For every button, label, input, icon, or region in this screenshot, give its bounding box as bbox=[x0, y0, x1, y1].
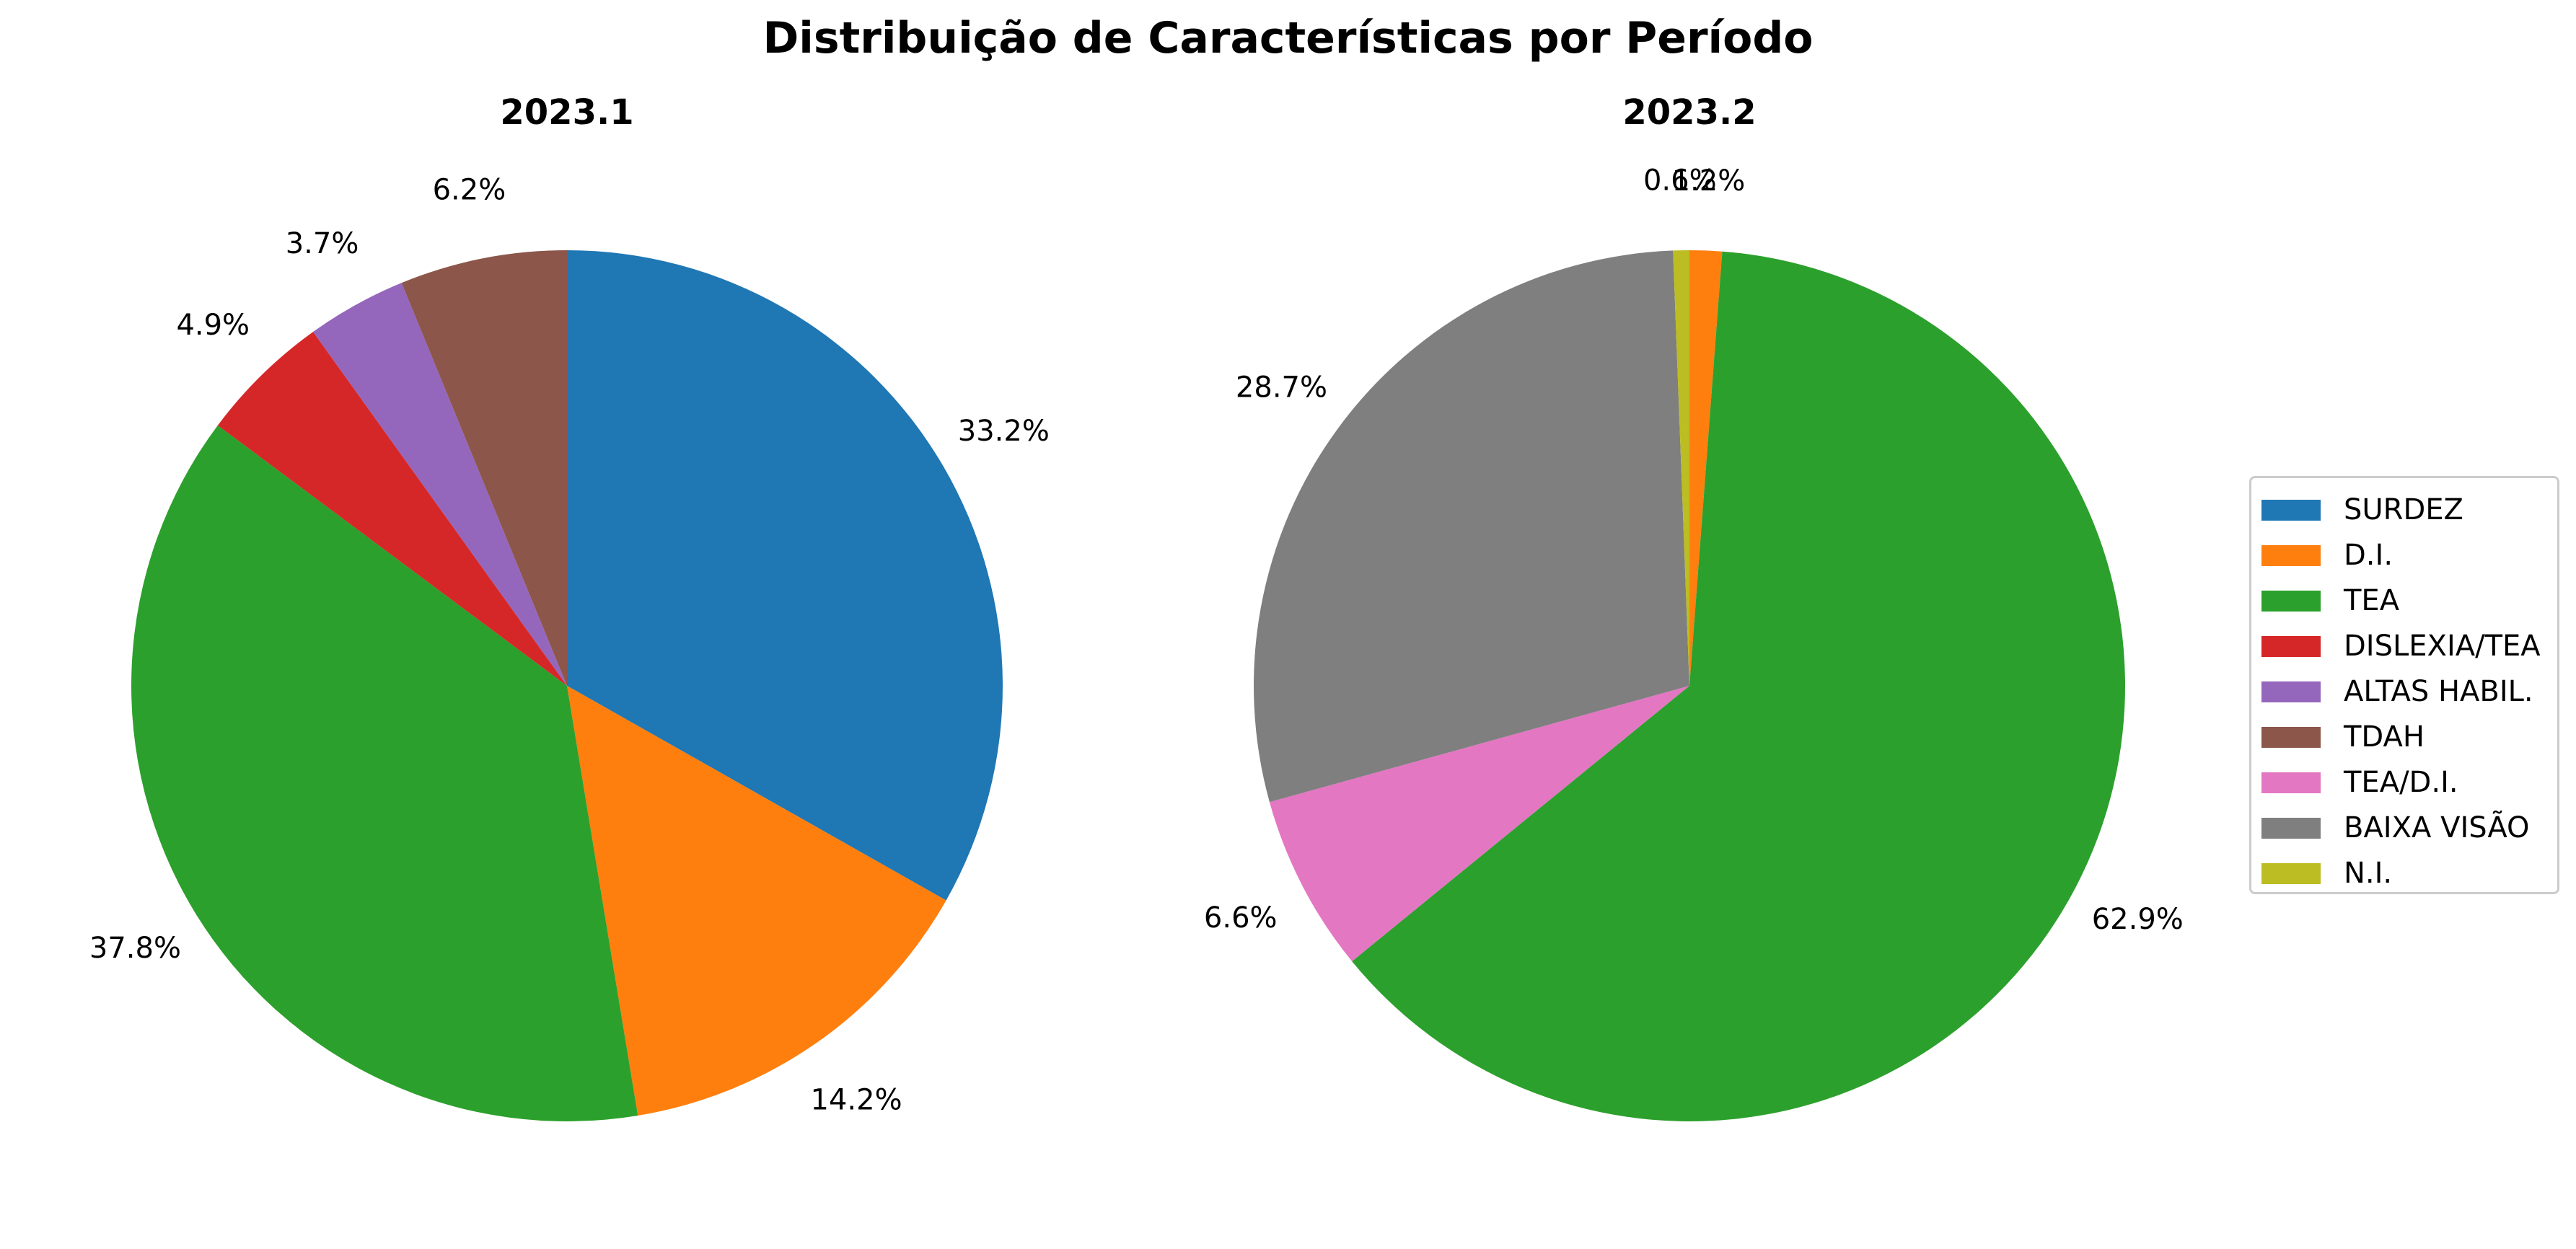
pie-title: 2023.2 bbox=[1622, 92, 1756, 133]
legend-item: ALTAS HABIL. bbox=[2261, 670, 2533, 713]
pie-slice-d-i- bbox=[567, 686, 946, 1116]
pie-title: 2023.1 bbox=[500, 92, 633, 133]
legend-label: N.I. bbox=[2344, 857, 2393, 890]
legend: SURDEZ D.I. TEA DISLEXIA/TEA ALTAS HABIL. TDA… bbox=[2249, 476, 2559, 894]
pie-slice-baixa-vis-o bbox=[1253, 250, 1689, 803]
legend-item: D.I. bbox=[2261, 534, 2393, 577]
legend-swatch bbox=[2261, 590, 2321, 612]
pie-value-label: 6.6% bbox=[1204, 901, 1278, 935]
legend-swatch bbox=[2261, 499, 2321, 521]
legend-swatch bbox=[2261, 544, 2321, 566]
legend-swatch bbox=[2261, 726, 2321, 748]
pie-chart-1: 2023.1 33.2% 14.2% 37.8% 4.9% 3.7% 6.2% bbox=[89, 92, 1050, 1121]
legend-label: BAIXA VISÃO bbox=[2344, 811, 2530, 844]
legend-label: TEA/D.I. bbox=[2344, 766, 2458, 799]
legend-swatch bbox=[2261, 772, 2321, 793]
legend-label: TDAH bbox=[2344, 720, 2425, 754]
pie-chart-2: 2023.2 1.2% 62.9% 6.6% 28.7% 0.6% bbox=[1204, 92, 2184, 1121]
pie-slice-surdez bbox=[567, 250, 1003, 901]
legend-item: SURDEZ bbox=[2261, 488, 2463, 531]
legend-label: TEA bbox=[2344, 584, 2400, 617]
pie-value-label: 28.7% bbox=[1236, 371, 1327, 404]
legend-swatch bbox=[2261, 681, 2321, 702]
legend-item: N.I. bbox=[2261, 852, 2392, 895]
pie-value-label: 33.2% bbox=[958, 415, 1050, 448]
pie-value-label: 1.2% bbox=[1672, 164, 1746, 198]
legend-swatch bbox=[2261, 635, 2321, 657]
figure-title: Distribuição de Características por Perí… bbox=[762, 13, 1814, 63]
legend-swatch bbox=[2261, 817, 2321, 839]
pie-slice-dislexia-tea bbox=[217, 332, 567, 686]
legend-item: TEA/D.I. bbox=[2261, 761, 2458, 804]
pie-value-label: 0.6% bbox=[1643, 164, 1717, 197]
pie-value-label: 14.2% bbox=[811, 1083, 902, 1116]
legend-swatch bbox=[2261, 862, 2321, 884]
legend-item: TDAH bbox=[2261, 715, 2425, 759]
pie-value-label: 37.8% bbox=[89, 932, 181, 965]
legend-label: SURDEZ bbox=[2344, 493, 2463, 526]
pie-value-label: 62.9% bbox=[2092, 903, 2184, 936]
legend-label: D.I. bbox=[2344, 539, 2393, 572]
legend-label: ALTAS HABIL. bbox=[2344, 675, 2533, 708]
pie-slice-tea bbox=[131, 425, 638, 1121]
pie-slice-tdah bbox=[401, 250, 567, 686]
pie-value-label: 3.7% bbox=[286, 227, 359, 260]
legend-label: DISLEXIA/TEA bbox=[2344, 630, 2541, 663]
pie-slice-n-i- bbox=[1673, 250, 1689, 686]
pie-value-label: 4.9% bbox=[176, 309, 250, 342]
pie-slice-tea-d-i- bbox=[1269, 686, 1689, 962]
legend-item: BAIXA VISÃO bbox=[2261, 806, 2530, 849]
legend-item: DISLEXIA/TEA bbox=[2261, 624, 2541, 668]
pie-slice-d-i- bbox=[1689, 250, 1723, 686]
legend-item: TEA bbox=[2261, 579, 2399, 622]
pie-slice-tea bbox=[1352, 251, 2125, 1121]
pie-slice-altas-habil- bbox=[313, 283, 567, 686]
pie-value-label: 6.2% bbox=[433, 174, 506, 207]
